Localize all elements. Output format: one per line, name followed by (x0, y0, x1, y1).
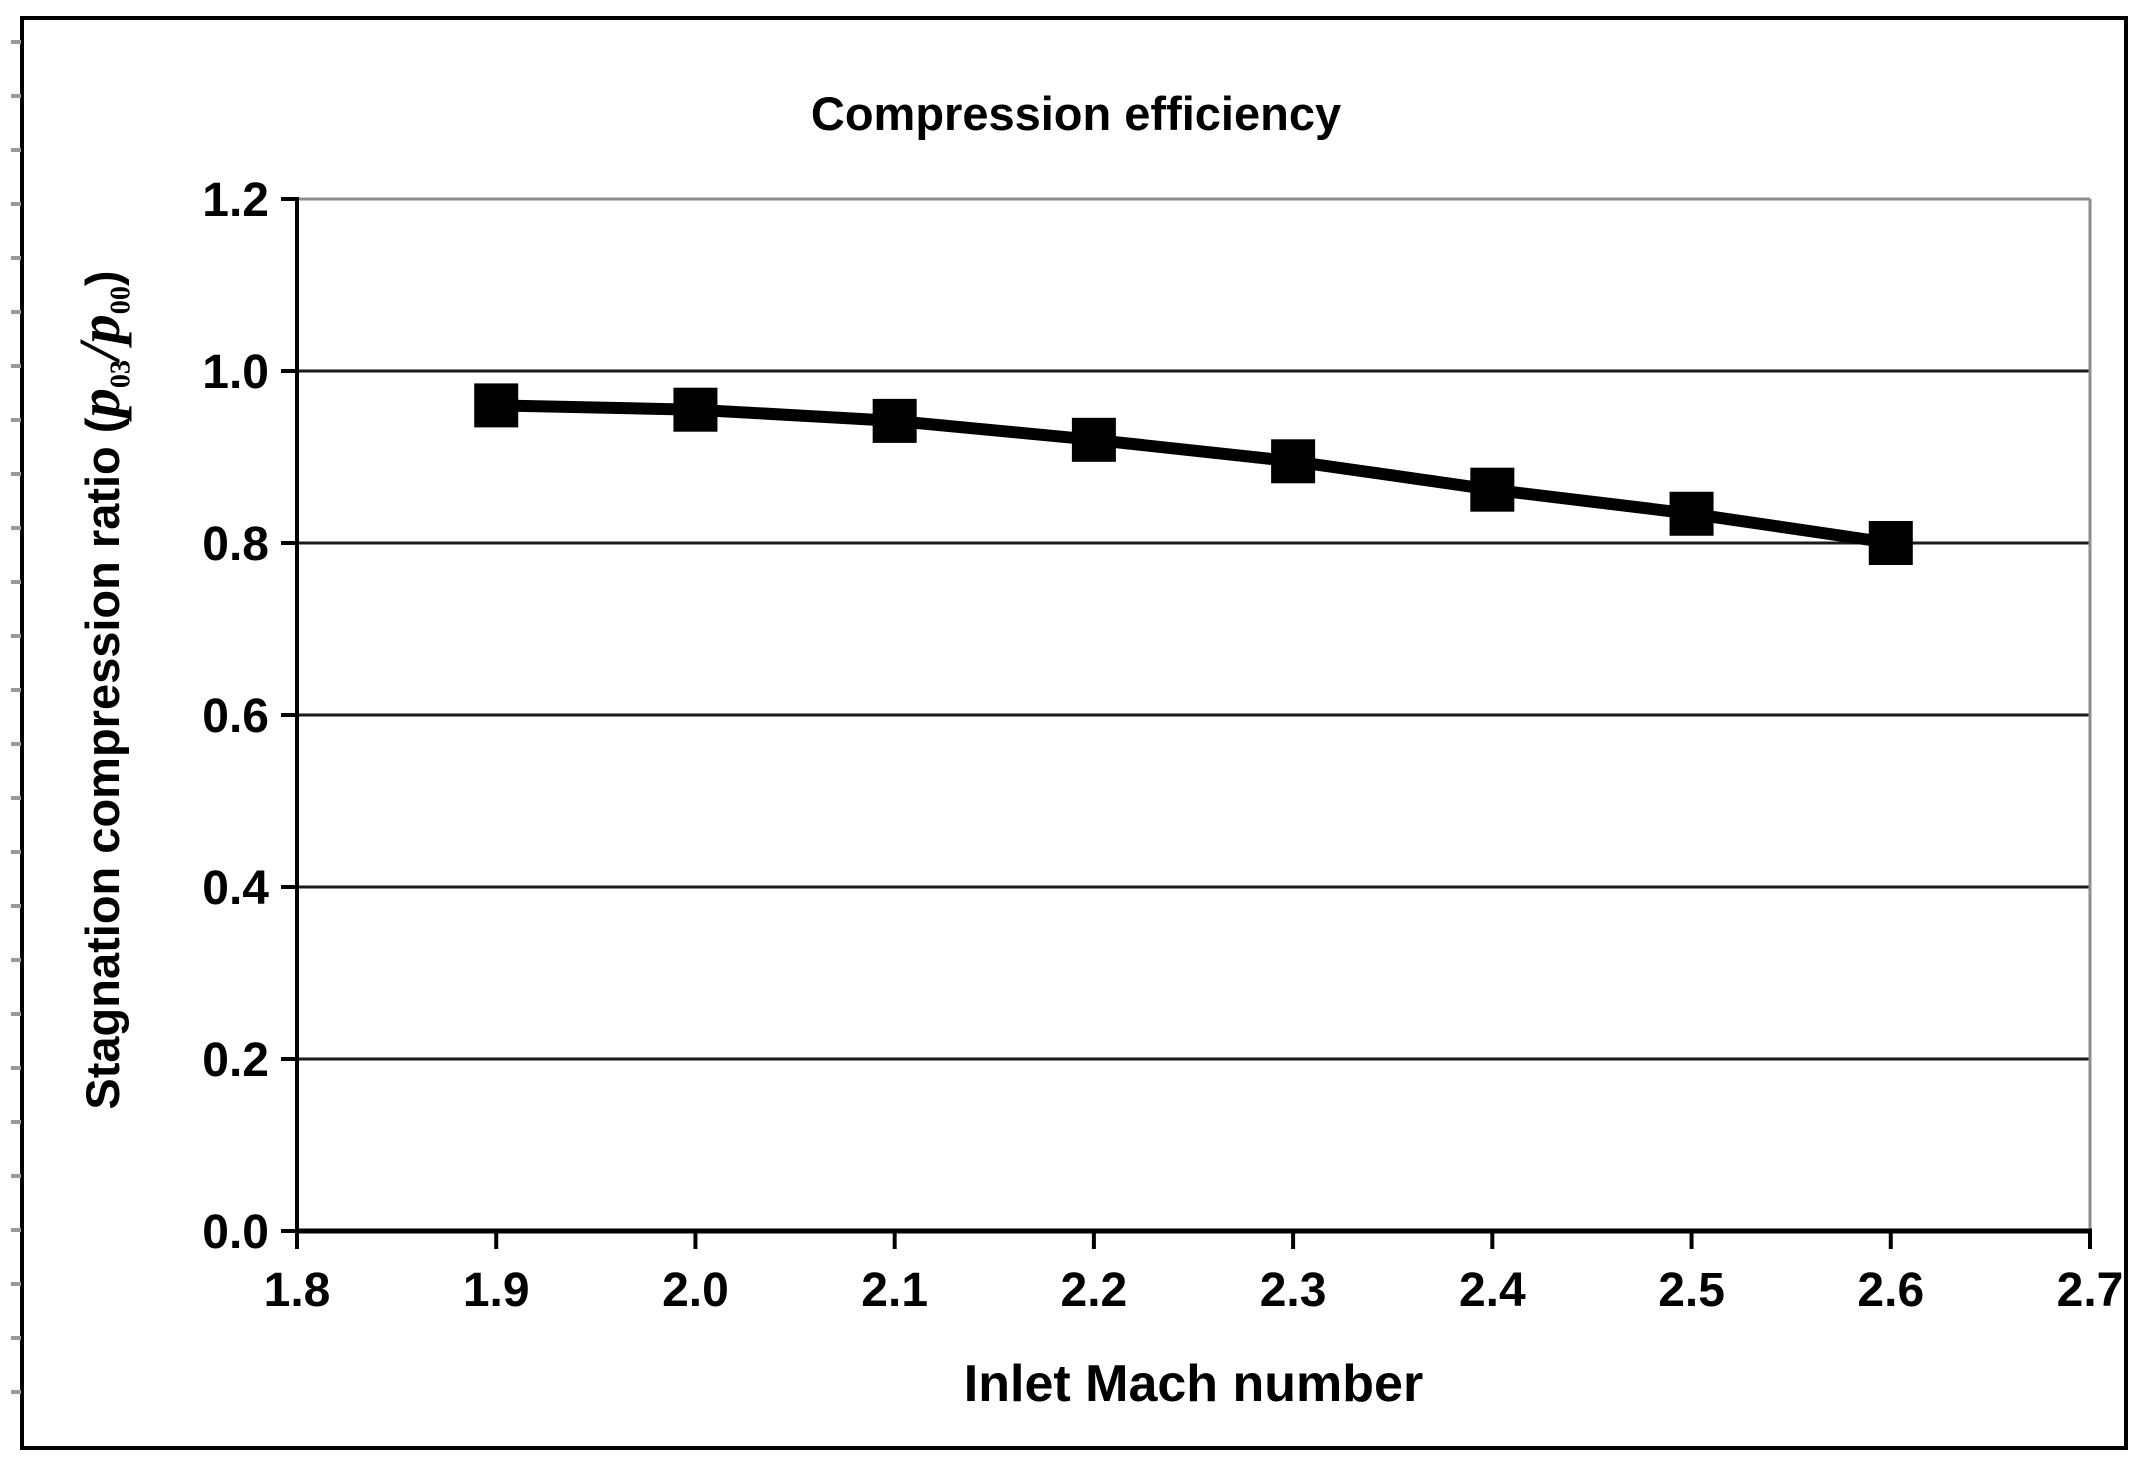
edge-tick (11, 94, 21, 98)
edge-tick (11, 472, 21, 476)
edge-tick (11, 688, 21, 692)
data-point-marker (474, 383, 519, 428)
data-point-marker (1868, 521, 1913, 565)
edge-tick (11, 958, 21, 962)
edge-tick (11, 1228, 21, 1232)
edge-tick (11, 796, 21, 800)
x-tick-label: 2.0 (662, 1264, 729, 1317)
x-tick-label: 2.5 (1658, 1264, 1725, 1317)
data-point-marker (673, 387, 718, 432)
y-tick-label: 0.2 (202, 1034, 269, 1087)
edge-tick (11, 202, 21, 206)
x-tick-label: 2.2 (1061, 1264, 1128, 1317)
y-tick-label: 0.4 (202, 862, 269, 915)
edge-tick (11, 1282, 21, 1286)
x-tick-label: 2.3 (1260, 1264, 1327, 1317)
edge-tick (11, 364, 21, 368)
edge-tick (11, 526, 21, 530)
y-tick-label: 1.0 (202, 346, 269, 399)
figure-frame (20, 16, 2128, 1450)
edge-tick (11, 580, 21, 584)
y-tick-label: 1.2 (202, 174, 269, 227)
edge-tick (11, 418, 21, 422)
edge-tick (11, 850, 21, 854)
data-point-marker (872, 398, 917, 443)
edge-tick (11, 1336, 21, 1340)
data-point-marker (1071, 417, 1116, 462)
x-tick-label: 2.6 (1857, 1264, 1924, 1317)
y-tick-label: 0.0 (202, 1206, 269, 1259)
data-point-marker (1669, 491, 1714, 536)
y-tick-label: 0.6 (202, 690, 269, 743)
chart-title: Compression efficiency (810, 87, 1342, 140)
data-point-marker (1470, 467, 1515, 512)
data-point-marker (1271, 439, 1316, 484)
edge-tick (11, 634, 21, 638)
edge-tick (11, 1174, 21, 1178)
x-tick-label: 2.1 (861, 1264, 928, 1317)
x-axis-title: Inlet Mach number (963, 1355, 1424, 1413)
x-tick-label: 2.7 (2057, 1264, 2124, 1317)
x-tick-label: 1.8 (264, 1264, 331, 1317)
edge-tick (11, 40, 21, 44)
edge-tick (11, 742, 21, 746)
edge-tick (11, 904, 21, 908)
series-line (496, 399, 1892, 549)
edge-tick (11, 1066, 21, 1070)
edge-tick (11, 1120, 21, 1124)
y-tick-label: 0.8 (202, 518, 269, 571)
edge-tick (11, 310, 21, 314)
edge-tick (11, 1390, 21, 1394)
edge-tick (11, 148, 21, 152)
edge-tick (11, 256, 21, 260)
x-tick-label: 2.4 (1459, 1264, 1526, 1317)
x-tick-label: 1.9 (463, 1264, 530, 1317)
edge-tick (11, 1012, 21, 1016)
